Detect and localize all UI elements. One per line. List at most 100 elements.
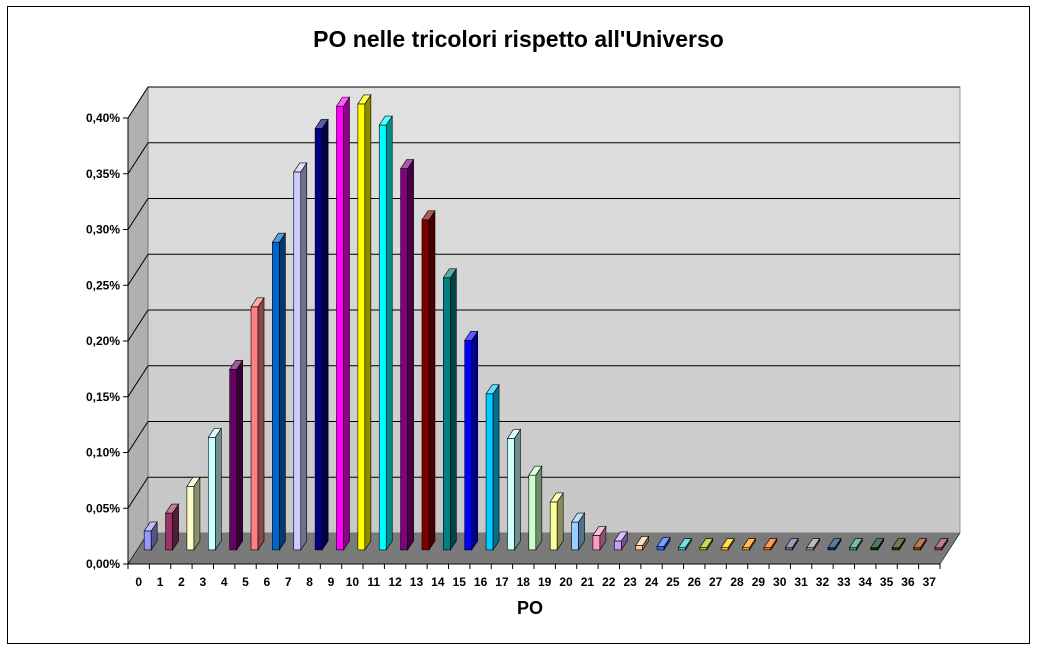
- bar-side: [321, 118, 329, 551]
- bar-front: [250, 306, 259, 551]
- bar: [164, 503, 180, 551]
- bar: [143, 520, 158, 551]
- bar: [186, 476, 201, 551]
- bar-top: [912, 538, 928, 548]
- bar-top: [570, 512, 586, 523]
- x-tick-label: 4: [221, 575, 228, 589]
- bar-front: [934, 547, 943, 551]
- bar-top: [400, 159, 415, 169]
- y-tick-label: 0,35%: [86, 167, 120, 181]
- bar-series: [143, 93, 949, 551]
- bar-front: [849, 547, 857, 551]
- x-tick-label: 3: [199, 575, 206, 589]
- y-tick-label: 0,25%: [86, 278, 120, 292]
- x-tick-label: 2: [178, 575, 185, 589]
- bar: [207, 427, 222, 551]
- bar-top: [677, 538, 692, 548]
- bar-top: [207, 427, 222, 438]
- bar: [506, 428, 522, 551]
- x-tick-label: 33: [837, 575, 851, 589]
- bar: [891, 537, 906, 551]
- bar-top: [485, 384, 500, 395]
- gridline-side: [127, 142, 149, 175]
- bar-front: [186, 486, 195, 551]
- x-tick-label: 27: [709, 575, 723, 589]
- bar: [656, 536, 671, 551]
- x-tick-label: 28: [730, 575, 744, 589]
- y-axis-ticks: 0,00% 0,05% 0,10% 0,15% 0,20% 0,25% 0,30% 0,35%…: [86, 111, 129, 571]
- bar: [335, 96, 351, 551]
- bar: [870, 537, 885, 551]
- bar: [250, 296, 265, 551]
- x-tick-label: 17: [495, 575, 509, 589]
- bar-front: [229, 368, 237, 551]
- bar-front: [336, 105, 344, 551]
- bar-top: [592, 526, 607, 536]
- x-tick-label: 11: [367, 575, 380, 589]
- bar-front: [613, 540, 622, 551]
- bar: [613, 530, 628, 551]
- bar-front: [806, 547, 814, 551]
- bar: [421, 209, 436, 551]
- y-tick-label: 0,05%: [86, 501, 120, 515]
- bar-top: [506, 429, 522, 439]
- bar-side: [279, 232, 286, 551]
- bar-side: [535, 465, 543, 551]
- gridline-side: [127, 476, 149, 509]
- gridline-side: [127, 421, 149, 453]
- bar: [229, 359, 244, 551]
- gridline-side: [127, 253, 149, 286]
- x-tick-label: 5: [242, 575, 249, 589]
- chart-title: PO nelle tricolori rispetto all'Universo: [313, 26, 724, 52]
- bar-top: [421, 210, 436, 221]
- gridline-side: [127, 86, 149, 119]
- x-tick-label: 22: [602, 575, 616, 589]
- bar-front: [507, 438, 515, 551]
- x-tick-label: 25: [666, 575, 680, 589]
- bar-side: [556, 491, 564, 551]
- back-wall-band: [148, 87, 960, 143]
- gridline-side: [127, 198, 149, 230]
- bar-front: [678, 547, 686, 551]
- bar-top: [720, 538, 735, 548]
- gridline-side: [127, 309, 149, 342]
- bar-top: [613, 531, 628, 542]
- x-tick-label: 21: [581, 575, 595, 589]
- x-tick-label: 1: [157, 575, 164, 589]
- bar-top: [442, 268, 457, 279]
- bar: [934, 537, 949, 551]
- x-tick-label: 34: [859, 575, 873, 589]
- bar: [848, 537, 863, 551]
- bar-top: [848, 538, 863, 548]
- bar-front: [571, 521, 579, 551]
- bar-front: [293, 171, 302, 551]
- bar: [314, 118, 329, 551]
- bar-side: [407, 158, 414, 551]
- x-tick-label: 35: [880, 575, 894, 589]
- x-tick-label: 30: [773, 575, 787, 589]
- bar-side: [428, 209, 436, 551]
- bar: [741, 537, 757, 551]
- bar-top: [784, 538, 799, 548]
- bar-side: [193, 476, 201, 551]
- bar-top: [741, 538, 757, 548]
- bar-top: [827, 538, 842, 548]
- back-wall-band: [148, 198, 960, 255]
- x-tick-label: 8: [306, 575, 313, 589]
- x-tick-label: 18: [517, 575, 531, 589]
- bar-side: [257, 296, 265, 551]
- bar-front: [528, 474, 537, 551]
- bar-top: [528, 465, 543, 476]
- x-tick-label: 36: [901, 575, 915, 589]
- back-wall-band: [148, 254, 960, 310]
- y-tick-label: 0,15%: [86, 390, 120, 404]
- x-tick-label: 29: [752, 575, 766, 589]
- x-tick-label: 12: [388, 575, 402, 589]
- bar: [485, 383, 500, 551]
- bar-side: [514, 428, 521, 551]
- bar-front: [763, 547, 772, 551]
- x-tick-label: 16: [474, 575, 488, 589]
- bar: [912, 537, 928, 551]
- bar-front: [378, 124, 387, 551]
- bar-side: [450, 267, 457, 551]
